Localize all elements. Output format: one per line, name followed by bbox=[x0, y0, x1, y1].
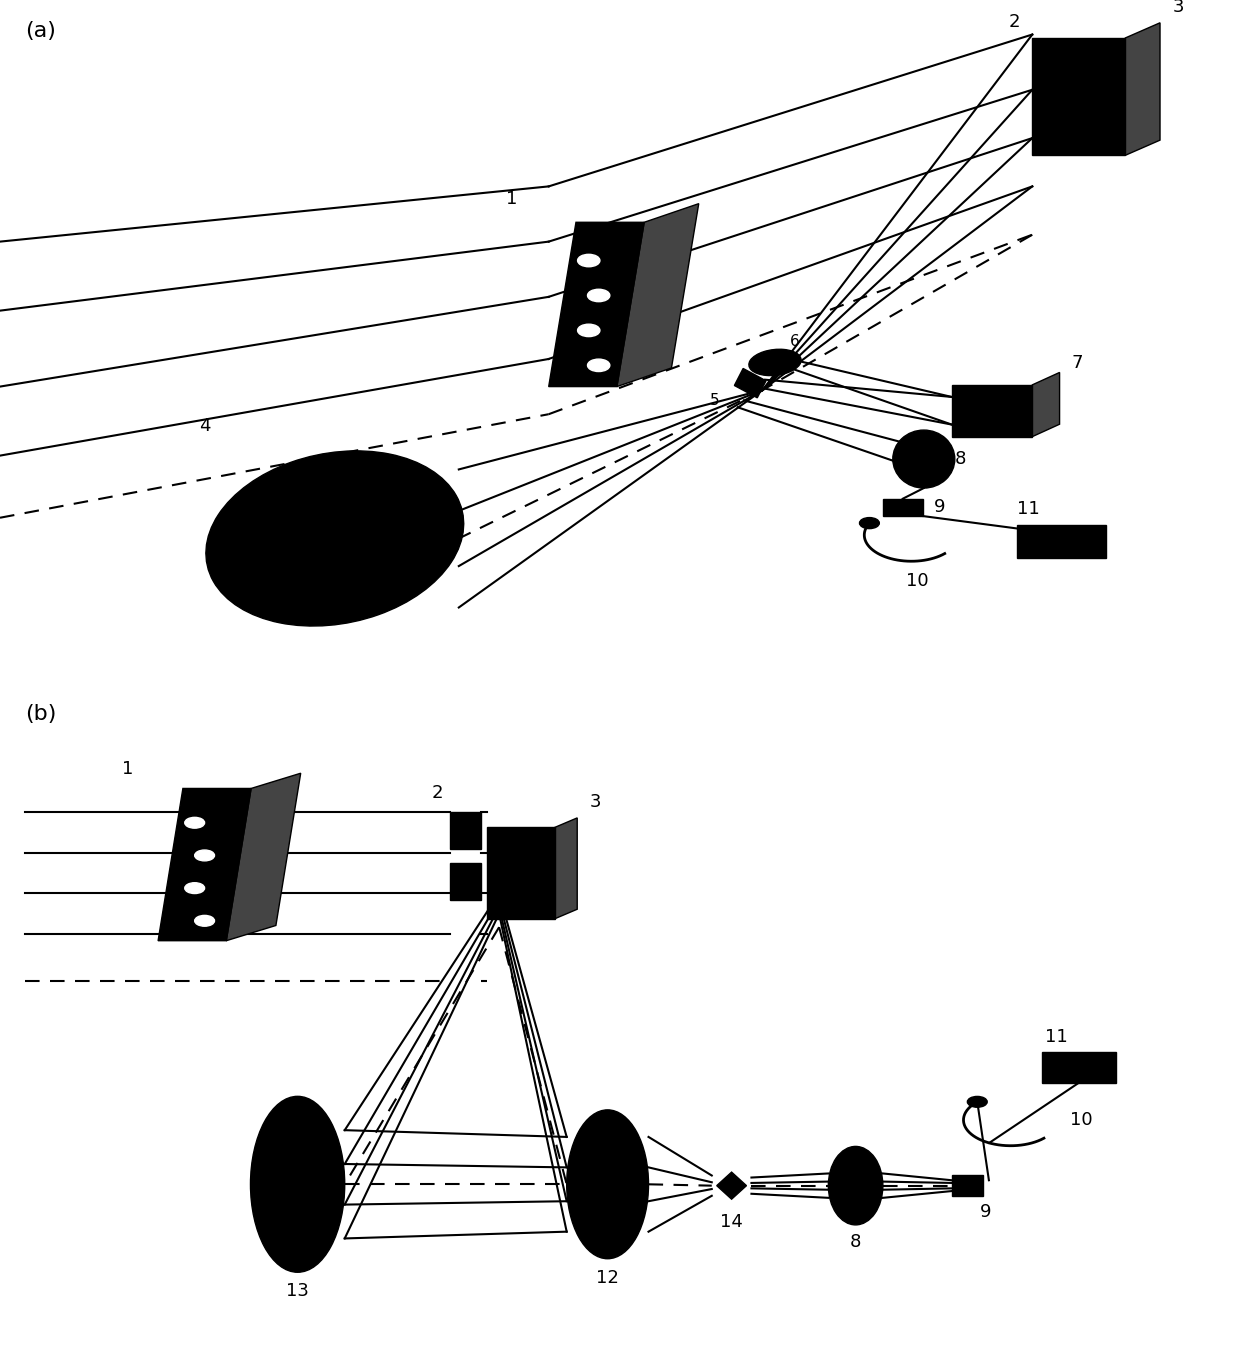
Text: 4: 4 bbox=[200, 417, 211, 435]
Text: 13: 13 bbox=[286, 1282, 309, 1300]
Circle shape bbox=[588, 290, 610, 302]
Polygon shape bbox=[486, 827, 556, 919]
Polygon shape bbox=[1032, 38, 1126, 156]
Ellipse shape bbox=[828, 1147, 883, 1225]
Ellipse shape bbox=[250, 1096, 345, 1273]
Circle shape bbox=[195, 850, 215, 861]
Text: 7: 7 bbox=[1071, 354, 1084, 372]
Bar bbox=[952, 1174, 982, 1196]
Text: 3: 3 bbox=[1173, 0, 1184, 16]
Text: (a): (a) bbox=[25, 21, 56, 41]
Text: 1: 1 bbox=[122, 760, 134, 778]
Polygon shape bbox=[952, 385, 1032, 436]
Bar bbox=[883, 499, 923, 515]
Bar bbox=[449, 863, 481, 899]
Circle shape bbox=[195, 916, 215, 927]
Circle shape bbox=[185, 883, 205, 894]
Polygon shape bbox=[1126, 23, 1161, 156]
Ellipse shape bbox=[567, 1110, 649, 1259]
Circle shape bbox=[578, 324, 600, 336]
Circle shape bbox=[588, 360, 610, 372]
Polygon shape bbox=[226, 774, 300, 940]
Text: 14: 14 bbox=[720, 1213, 743, 1230]
Text: 8: 8 bbox=[955, 450, 966, 468]
Polygon shape bbox=[717, 1172, 746, 1199]
Polygon shape bbox=[618, 204, 699, 387]
Text: 1: 1 bbox=[506, 190, 517, 209]
Ellipse shape bbox=[893, 431, 955, 488]
Polygon shape bbox=[556, 817, 578, 919]
Text: (b): (b) bbox=[25, 704, 56, 725]
Polygon shape bbox=[1032, 372, 1060, 436]
Text: 2: 2 bbox=[1008, 14, 1019, 31]
Text: 3: 3 bbox=[590, 793, 601, 811]
Polygon shape bbox=[734, 369, 766, 398]
Bar bbox=[1042, 1053, 1116, 1083]
Circle shape bbox=[578, 254, 600, 267]
Circle shape bbox=[859, 518, 879, 529]
Circle shape bbox=[185, 817, 205, 828]
Text: 5: 5 bbox=[709, 394, 719, 409]
Text: 2: 2 bbox=[432, 785, 444, 802]
Ellipse shape bbox=[749, 349, 801, 376]
Text: 10: 10 bbox=[906, 571, 929, 589]
Text: 12: 12 bbox=[596, 1269, 619, 1286]
Text: 11: 11 bbox=[1045, 1028, 1068, 1046]
Bar bbox=[449, 812, 481, 849]
Text: 9: 9 bbox=[934, 499, 945, 517]
Text: 8: 8 bbox=[849, 1233, 862, 1251]
Circle shape bbox=[967, 1096, 987, 1107]
Polygon shape bbox=[159, 789, 250, 940]
Bar bbox=[1017, 525, 1106, 558]
Text: 11: 11 bbox=[1017, 500, 1039, 518]
Text: 9: 9 bbox=[980, 1203, 991, 1221]
Text: 10: 10 bbox=[1070, 1111, 1092, 1129]
Text: 6: 6 bbox=[790, 334, 800, 349]
Ellipse shape bbox=[206, 451, 464, 626]
Polygon shape bbox=[548, 223, 645, 387]
